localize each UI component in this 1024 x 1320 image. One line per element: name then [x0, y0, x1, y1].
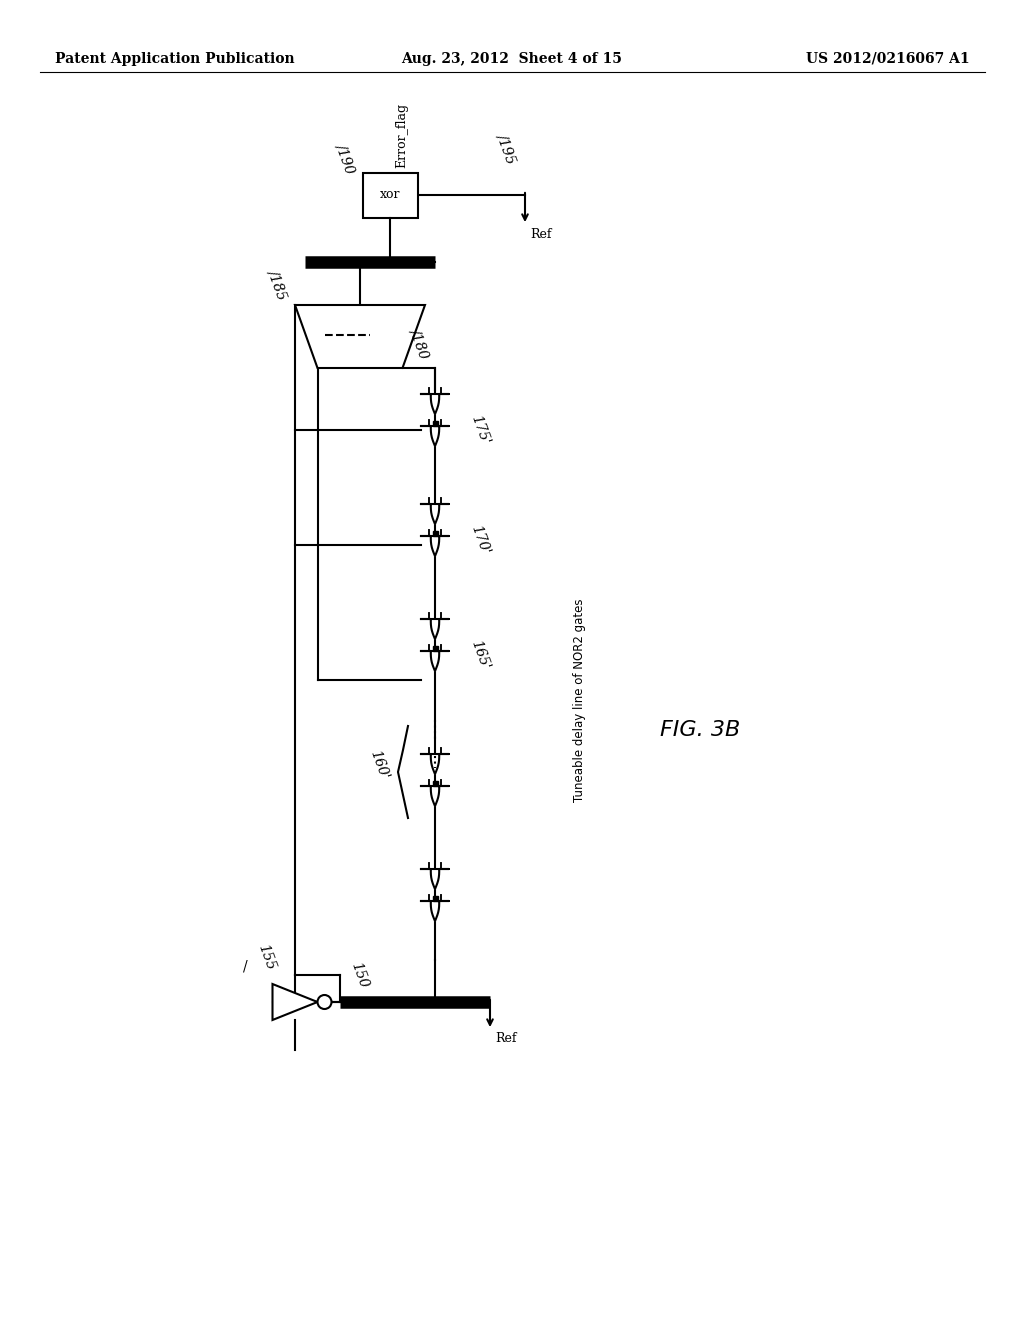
Polygon shape: [421, 785, 449, 807]
Text: /195: /195: [495, 131, 519, 165]
Text: Patent Application Publication: Patent Application Publication: [55, 51, 295, 66]
Bar: [432, 421, 437, 426]
Text: /185: /185: [266, 267, 290, 301]
Text: Tuneable delay line of NOR2 gates: Tuneable delay line of NOR2 gates: [573, 598, 586, 801]
Text: /180: /180: [408, 326, 431, 360]
Text: 175': 175': [468, 413, 492, 446]
Bar: [432, 896, 437, 902]
Bar: [432, 531, 437, 536]
Bar: [432, 781, 437, 785]
FancyBboxPatch shape: [362, 173, 418, 218]
Text: Error_flag: Error_flag: [395, 103, 408, 168]
Polygon shape: [421, 619, 449, 639]
Polygon shape: [421, 536, 449, 556]
Polygon shape: [421, 426, 449, 446]
Text: FIG. 3B: FIG. 3B: [660, 719, 740, 741]
Text: US 2012/0216067 A1: US 2012/0216067 A1: [806, 51, 970, 66]
Polygon shape: [421, 393, 449, 414]
Polygon shape: [421, 869, 449, 888]
Text: 155: 155: [255, 942, 278, 972]
Text: 160': 160': [367, 748, 390, 781]
Text: Ref: Ref: [495, 1032, 516, 1045]
Polygon shape: [421, 651, 449, 671]
Polygon shape: [421, 504, 449, 524]
Bar: [432, 645, 437, 651]
Polygon shape: [272, 983, 317, 1020]
Text: xor: xor: [380, 189, 400, 202]
Polygon shape: [421, 902, 449, 921]
Text: 170': 170': [468, 523, 492, 557]
Text: 165': 165': [468, 639, 492, 672]
Text: /190: /190: [334, 141, 357, 176]
Polygon shape: [295, 305, 425, 368]
Circle shape: [317, 995, 332, 1008]
Text: 150: 150: [348, 960, 371, 990]
Text: Aug. 23, 2012  Sheet 4 of 15: Aug. 23, 2012 Sheet 4 of 15: [401, 51, 623, 66]
Text: /: /: [243, 960, 248, 974]
Text: Ref: Ref: [530, 228, 552, 242]
Polygon shape: [421, 754, 449, 774]
